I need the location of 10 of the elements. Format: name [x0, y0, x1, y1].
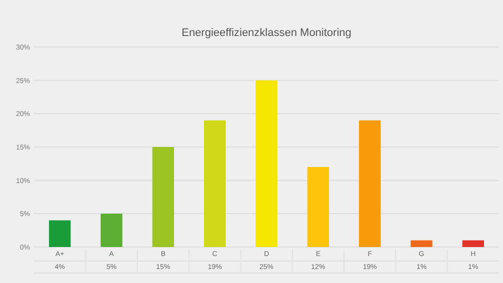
bar	[152, 147, 174, 247]
bar	[307, 167, 330, 247]
bar	[48, 220, 71, 247]
chart-title: Energieeffizienzklassen Monitoring	[182, 27, 352, 39]
bar	[204, 120, 226, 247]
bar	[100, 214, 122, 247]
bar	[410, 240, 432, 247]
bar	[256, 80, 278, 247]
bar	[462, 240, 484, 247]
bar	[358, 120, 381, 247]
